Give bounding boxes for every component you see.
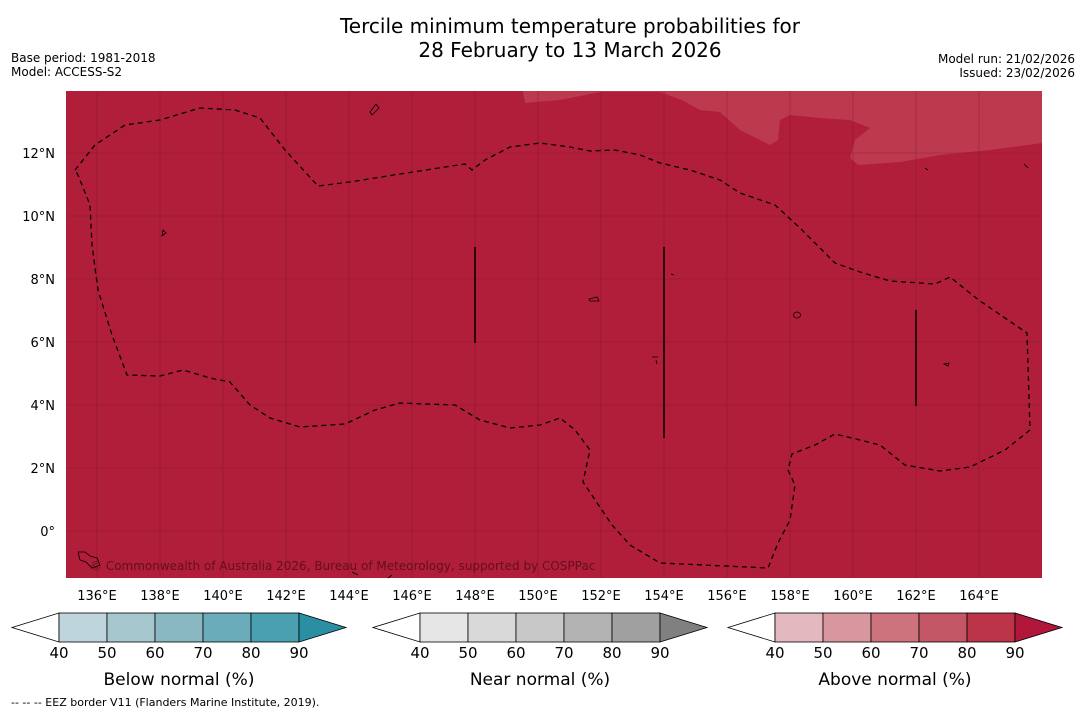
legend-segment [58, 612, 108, 643]
legend-tick-label: 80 [241, 644, 260, 662]
latitude-labels: 12°N 10°N 8°N 6°N 4°N 2°N 0° [22, 147, 55, 540]
legend-segment [918, 612, 968, 643]
copyright-watermark: © Commonwealth of Australia 2026, Bureau… [90, 559, 595, 573]
legend-tick-label: 50 [97, 644, 116, 662]
lon-label: 162°E [896, 589, 936, 604]
legend-segment [822, 612, 872, 643]
lon-label: 148°E [455, 589, 495, 604]
legend-tick-label: 90 [650, 644, 669, 662]
lon-label: 136°E [77, 589, 117, 604]
legend-tick-label: 90 [1005, 644, 1024, 662]
legend-tick-label: 80 [602, 644, 621, 662]
legend-segment [611, 612, 661, 643]
footnote: -- -- -- EEZ border V11 (Flanders Marine… [11, 696, 320, 709]
legend-segment [774, 612, 824, 643]
model-name: Model: ACCESS-S2 [11, 65, 123, 79]
legend-colorbar: 40 50 60 70 80 90 Below normal (%) [10, 612, 348, 690]
lon-label: 144°E [329, 589, 369, 604]
legend-tick-label: 70 [193, 644, 212, 662]
lat-label: 2°N [31, 462, 56, 477]
lat-label: 8°N [31, 273, 56, 288]
legend-max-arrow [659, 612, 709, 643]
model-run: Model run: 21/02/2026 [937, 52, 1075, 66]
legend-min-arrow [10, 612, 60, 643]
legend-segment [870, 612, 920, 643]
lon-label: 150°E [518, 589, 558, 604]
lon-label: 164°E [959, 589, 999, 604]
grid-lines [66, 91, 1042, 578]
legend-min-arrow [371, 612, 421, 643]
issued-date: Issued: 23/02/2026 [959, 66, 1075, 80]
meta-right: Model run: 21/02/2026 Issued: 23/02/2026 [938, 52, 1075, 80]
legend-segment [154, 612, 204, 643]
lon-label: 154°E [644, 589, 684, 604]
legend-segment [563, 612, 613, 643]
legend-tick-label: 40 [410, 644, 429, 662]
map-area [66, 91, 1042, 578]
legend-tick-label: 50 [813, 644, 832, 662]
legend-title: Near normal (%) [470, 670, 610, 690]
legend-segment [419, 612, 469, 643]
legend-title: Below normal (%) [104, 670, 255, 690]
small-islands [77, 103, 1029, 579]
legend-colorbar: 40 50 60 70 80 90 Above normal (%) [726, 612, 1064, 690]
legend-tick-label: 70 [909, 644, 928, 662]
lon-label: 140°E [203, 589, 243, 604]
legend-tick-label: 80 [957, 644, 976, 662]
legend-tick-label: 70 [554, 644, 573, 662]
legend-tick-label: 40 [765, 644, 784, 662]
legend-tick-label: 40 [49, 644, 68, 662]
lat-label: 10°N [22, 210, 55, 225]
legend-tick-label: 90 [289, 644, 308, 662]
lon-label: 158°E [770, 589, 810, 604]
lat-label: 4°N [31, 399, 56, 414]
lon-label: 160°E [833, 589, 873, 604]
lon-label: 146°E [392, 589, 432, 604]
lon-label: 138°E [140, 589, 180, 604]
legend-segment [467, 612, 517, 643]
lat-label: 0° [40, 525, 55, 540]
lon-label: 142°E [266, 589, 306, 604]
legend-min-arrow [726, 612, 776, 643]
lon-label: 156°E [707, 589, 747, 604]
lat-label: 12°N [22, 147, 55, 162]
legend-max-arrow [1014, 612, 1064, 643]
legend-title: Above normal (%) [818, 670, 971, 690]
legend-tick-label: 50 [458, 644, 477, 662]
legend-segment [515, 612, 565, 643]
lat-label: 6°N [31, 336, 56, 351]
legend-segment [106, 612, 156, 643]
base-period: Base period: 1981-2018 [11, 51, 156, 65]
legend-segment [202, 612, 252, 643]
legend-tick-label: 60 [861, 644, 880, 662]
lon-label: 152°E [581, 589, 621, 604]
title-line-2: 28 February to 13 March 2026 [418, 38, 722, 62]
meta-left: Base period: 1981-2018 Model: ACCESS-S2 [11, 51, 156, 79]
legend-tick-label: 60 [145, 644, 164, 662]
legend-segment [966, 612, 1016, 643]
legend-segment [250, 612, 300, 643]
legend-max-arrow [298, 612, 348, 643]
legends: 40 50 60 70 80 90 Below normal (%) 40 50 60 70 80 90… [10, 612, 1064, 690]
longitude-labels: 136°E 138°E 140°E 142°E 144°E 146°E 148°E 150°E… [77, 589, 999, 604]
legend-colorbar: 40 50 60 70 80 90 Near normal (%) [371, 612, 709, 690]
title-line-1: Tercile minimum temperature probabilitie… [339, 14, 801, 38]
legend-tick-label: 60 [506, 644, 525, 662]
eez-border [74, 107, 1031, 569]
chart-title: Tercile minimum temperature probabilitie… [0, 14, 1085, 62]
probability-region-70 [523, 91, 1042, 165]
